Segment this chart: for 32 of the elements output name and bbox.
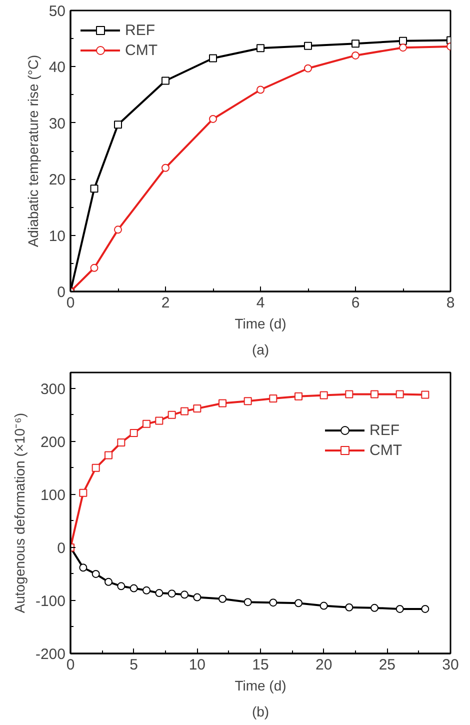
text: (a) <box>252 342 270 358</box>
x-tick-label: 8 <box>446 294 455 312</box>
y-tick-label: -200 <box>35 646 66 663</box>
legend-label: CMT <box>125 42 158 58</box>
legend-label: REF <box>125 22 155 38</box>
legend-label: REF <box>370 422 400 438</box>
x-tick-label: 4 <box>256 294 265 312</box>
y-tick-label: 10 <box>48 228 66 245</box>
x-tick-label: 25 <box>378 656 396 674</box>
x-tick-label: 5 <box>130 656 138 674</box>
y-tick-label: 300 <box>40 380 66 398</box>
x-axis-title: Time (d) <box>234 678 286 694</box>
x-tick-label: 6 <box>351 294 360 312</box>
text: (b) <box>252 704 270 720</box>
y-tick-label: 200 <box>40 434 66 451</box>
y-tick-label: 30 <box>48 115 66 132</box>
y-tick-label: 0 <box>57 540 66 557</box>
y-tick-label: 50 <box>48 3 66 20</box>
x-tick-label: 20 <box>315 656 332 674</box>
y-tick-label: 20 <box>48 172 66 189</box>
y-tick-label: 40 <box>48 59 66 76</box>
y-tick-label: 100 <box>40 486 66 504</box>
y-tick-label: -100 <box>35 592 66 610</box>
x-tick-label: 30 <box>442 656 459 674</box>
legend-label: CMT <box>370 442 402 458</box>
y-tick-label: 0 <box>57 284 66 301</box>
y-axis-title: Adiabatic temperature rise (°C) <box>24 54 41 248</box>
x-tick-label: 10 <box>188 656 206 674</box>
y-axis-title: Autogenous deformation (×10⁻⁶) <box>11 412 28 614</box>
x-axis-title: Time (d) <box>234 316 286 332</box>
x-tick-label: 2 <box>161 294 170 312</box>
x-tick-label: 15 <box>252 656 269 674</box>
